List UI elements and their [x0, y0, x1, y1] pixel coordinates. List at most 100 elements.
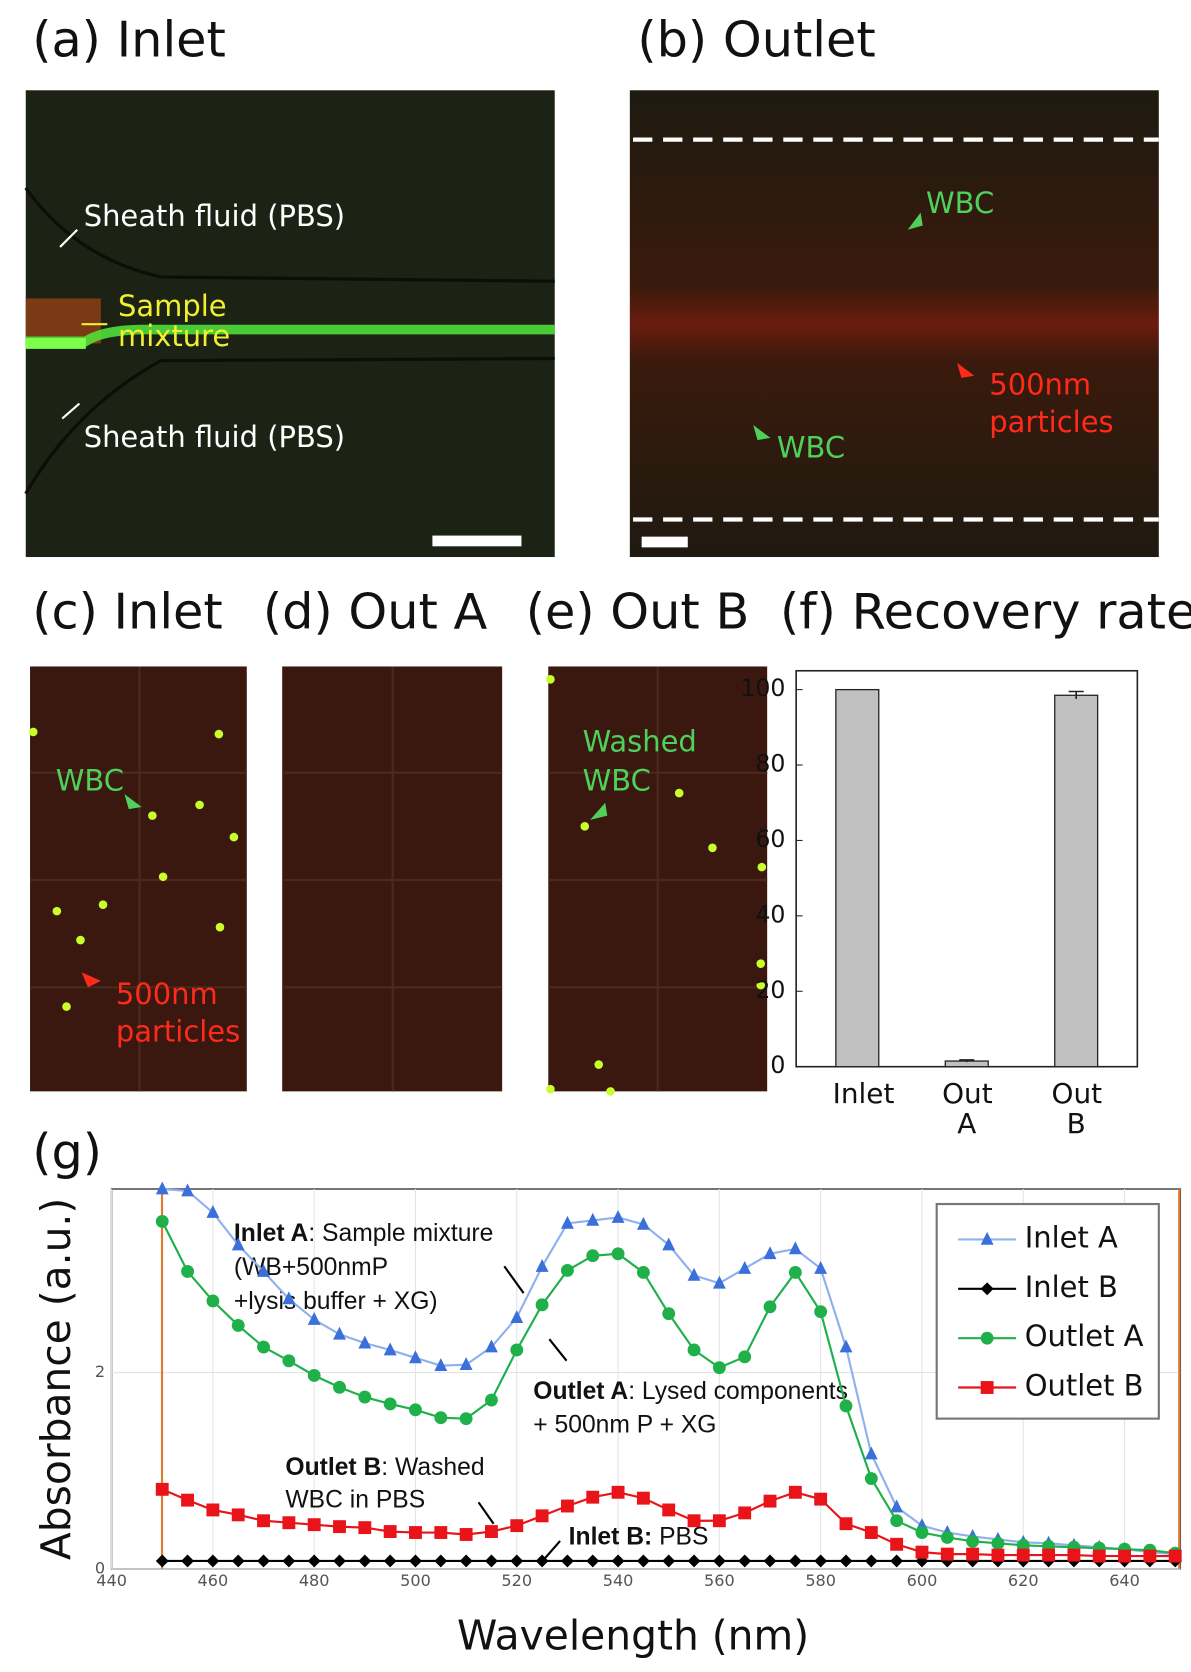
photo — [25, 90, 555, 558]
marker — [839, 1554, 853, 1568]
x-tick-label: 600 — [907, 1571, 938, 1590]
photo-d — [282, 666, 503, 1092]
annotation: WBC — [56, 763, 124, 797]
marker — [712, 1514, 726, 1528]
marker — [485, 1393, 498, 1407]
channel-wall — [24, 186, 555, 283]
marker — [1067, 1548, 1081, 1562]
scale-bar — [641, 536, 688, 548]
marker — [1016, 1548, 1030, 1562]
marker — [839, 1399, 853, 1413]
marker — [1016, 1538, 1030, 1552]
marker — [383, 1397, 397, 1411]
x-tick-label: 480 — [299, 1571, 330, 1590]
legend-label: Inlet B — [1025, 1270, 1118, 1304]
y-tick-label: 0 — [770, 1051, 785, 1079]
marker — [155, 1214, 169, 1228]
panel-title: (f) Recovery rate — [780, 582, 1191, 640]
marker — [282, 1291, 296, 1305]
marker — [333, 1520, 346, 1534]
annotation-text: : Sample mixture — [308, 1220, 493, 1247]
marker — [738, 1350, 752, 1364]
panel-title: (a) Inlet — [32, 11, 226, 69]
marker — [1143, 1549, 1157, 1563]
marker — [535, 1259, 549, 1272]
arrowhead — [907, 212, 923, 230]
x-tick-label: Out A — [942, 1080, 993, 1140]
annotation-bold: Inlet B: — [569, 1523, 653, 1550]
scale-bar — [432, 535, 522, 547]
marker — [282, 1554, 296, 1568]
arrow — [59, 229, 79, 248]
marker — [687, 1514, 701, 1528]
marker — [535, 1298, 549, 1312]
x-tick-label: Out B — [1052, 1080, 1103, 1140]
annotation: WBC — [777, 431, 845, 465]
marker — [763, 1554, 777, 1568]
error-bar — [959, 1059, 975, 1063]
marker — [155, 1482, 169, 1496]
y-tick-label: 100 — [740, 674, 785, 702]
marker — [257, 1514, 270, 1528]
annotation-text: : Washed — [381, 1453, 484, 1480]
annotation: 500nm — [989, 367, 1091, 401]
photo-c: WBC 500nm particles — [28, 666, 247, 1092]
marker — [940, 1530, 954, 1544]
marker — [510, 1310, 524, 1323]
marker — [586, 1490, 600, 1504]
annotation: Sample — [118, 289, 227, 323]
annotation: WBC — [926, 186, 994, 220]
x-tick-label: 620 — [1008, 1571, 1039, 1590]
annotation: + 500nm P + XG — [533, 1412, 716, 1439]
panel-title: (g) — [32, 1123, 102, 1181]
marker — [560, 1264, 574, 1277]
annotation: (WB+500nmP — [234, 1254, 388, 1281]
bar — [835, 688, 880, 1068]
marker — [991, 1536, 1005, 1550]
y-tick-label: 40 — [755, 900, 785, 928]
marker — [1118, 1549, 1131, 1563]
annotation-text: : Lysed components — [628, 1377, 848, 1404]
marker — [662, 1307, 676, 1321]
marker — [231, 1237, 245, 1251]
marker — [485, 1339, 498, 1353]
marker — [586, 1554, 600, 1568]
photo-a: Sheath fluid (PBS) Sample mixture Sheath… — [24, 90, 555, 558]
marker — [814, 1260, 828, 1274]
annotation: Washed — [583, 725, 697, 759]
panel-title: (d) Out A — [263, 582, 488, 640]
marker — [966, 1534, 980, 1548]
x-tick-label: 580 — [805, 1571, 836, 1590]
marker — [814, 1554, 828, 1568]
marker — [535, 1554, 549, 1568]
marker — [636, 1216, 650, 1230]
marker — [459, 1528, 473, 1541]
marker — [980, 1231, 994, 1245]
grid — [548, 666, 768, 1092]
marker — [155, 1181, 169, 1195]
panel-title: (c) Inlet — [32, 582, 223, 640]
marker — [890, 1554, 904, 1568]
marker — [307, 1369, 321, 1382]
x-tick-label: 440 — [96, 1571, 127, 1590]
marker — [980, 1331, 994, 1345]
cells — [546, 675, 767, 1096]
marker — [636, 1491, 650, 1505]
marker — [257, 1340, 270, 1354]
marker — [358, 1335, 372, 1349]
marker — [586, 1212, 600, 1226]
x-tick-label: 560 — [704, 1571, 735, 1590]
annotation: +lysis buffer + XG) — [234, 1288, 438, 1315]
marker — [434, 1411, 448, 1425]
marker — [560, 1215, 574, 1229]
marker — [282, 1354, 296, 1368]
marker — [181, 1493, 194, 1507]
marker — [1168, 1549, 1182, 1563]
panel-title: (e) Out B — [526, 582, 750, 640]
marker — [687, 1267, 701, 1281]
x-tick-label: 540 — [603, 1571, 634, 1590]
marker — [788, 1241, 802, 1255]
marker — [409, 1526, 422, 1539]
marker — [1092, 1549, 1106, 1563]
annotation-arrows — [477, 1265, 568, 1559]
